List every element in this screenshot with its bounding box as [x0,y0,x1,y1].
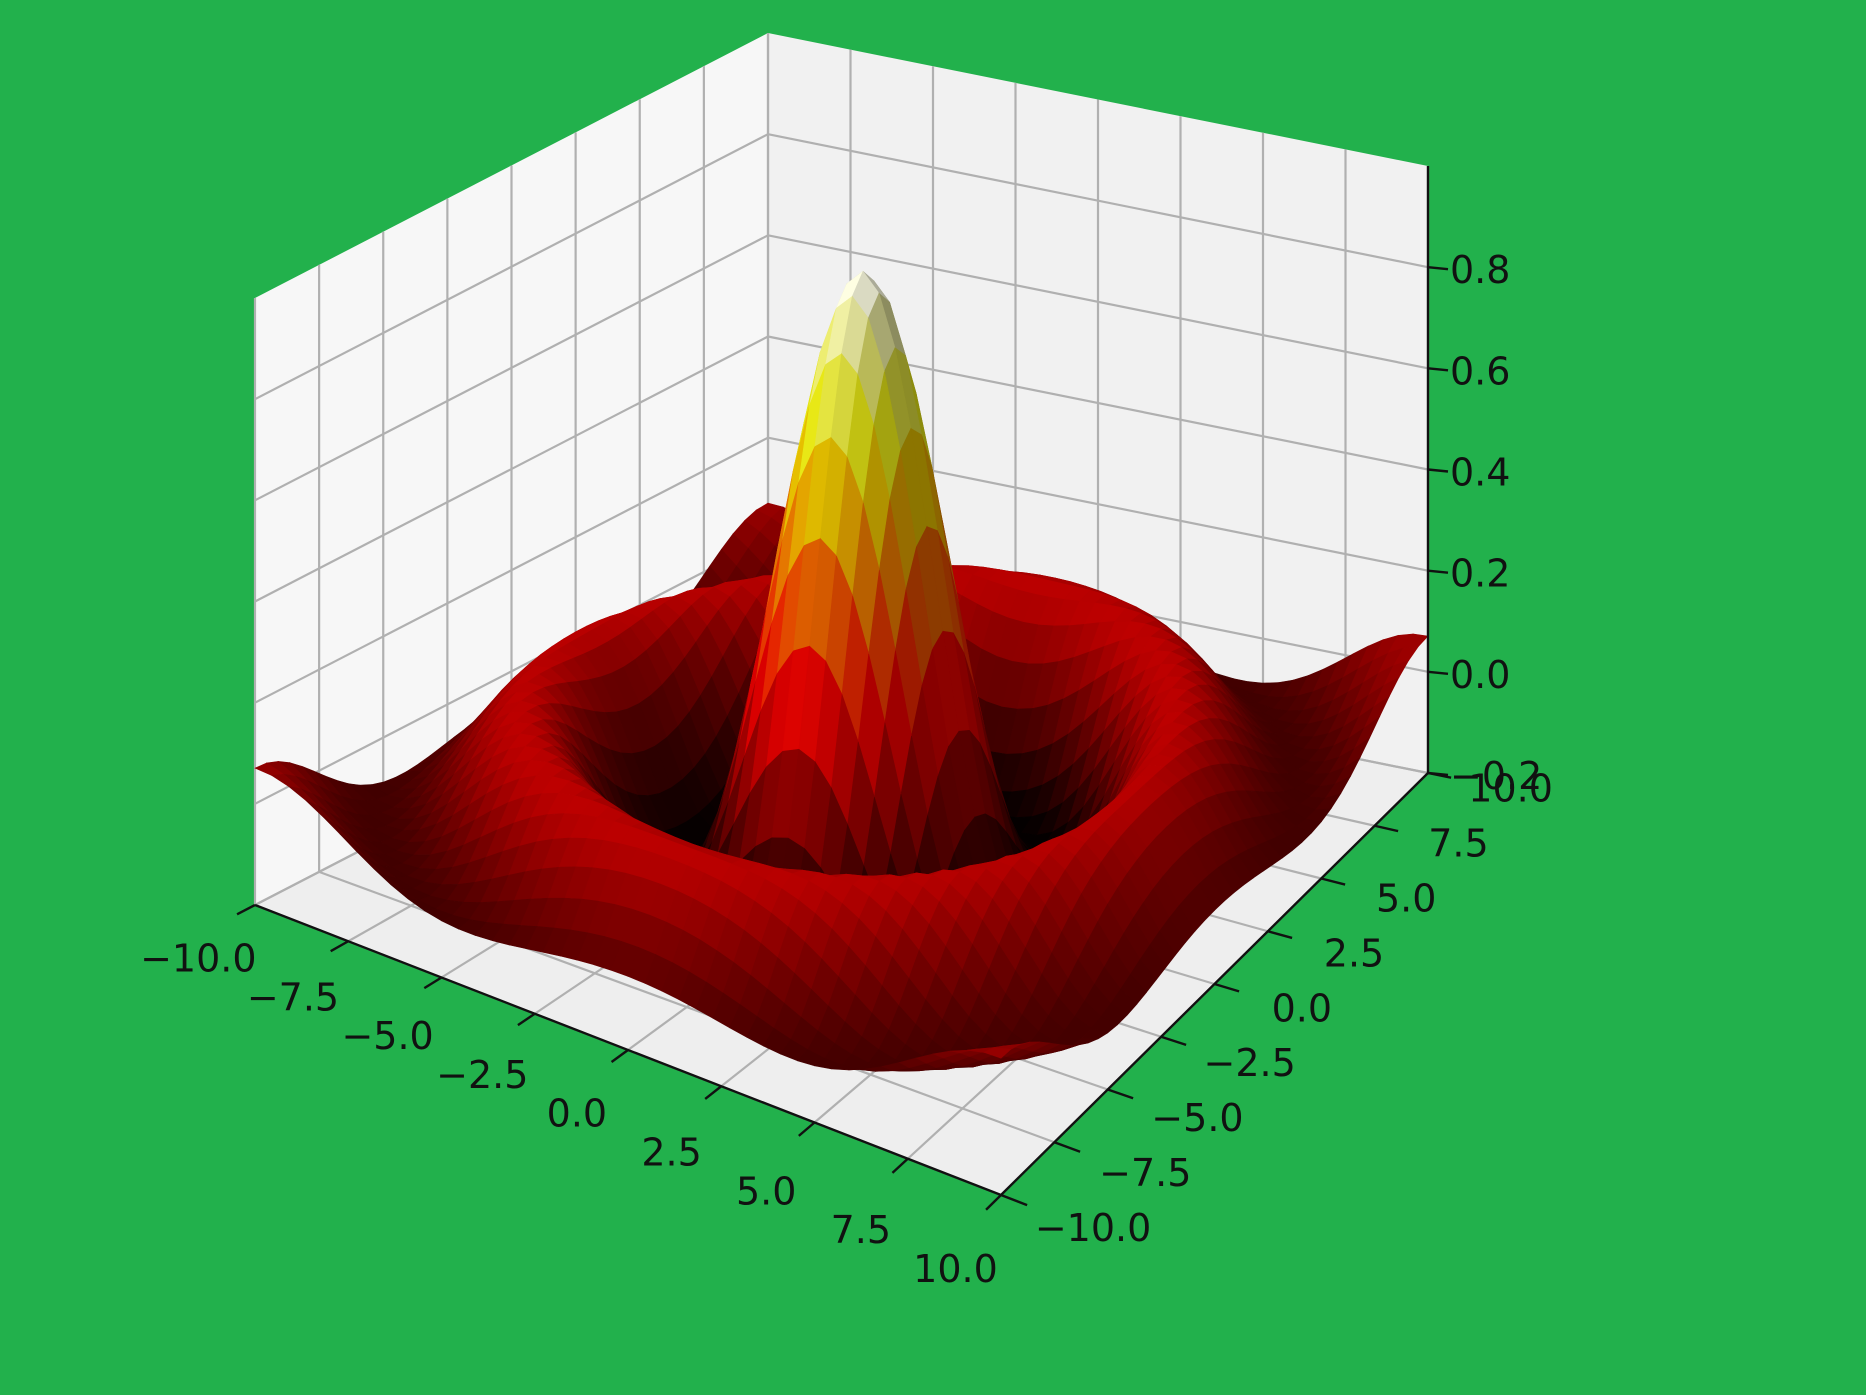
z-axis-tick [1427,265,1449,271]
y-tick-label: 0.0 [1272,986,1332,1030]
z-gridline-left [254,234,769,502]
y-axis-tick [1053,1141,1081,1153]
y-axis-tick [1000,1193,1028,1207]
x-axis-tick [985,1194,1002,1211]
y-tick-label: 10.0 [1468,767,1553,811]
x-axis-tick [798,1121,816,1137]
x-axis-tick [236,903,256,916]
z-gridline-back [767,234,1429,370]
axes-ticks: −10.0−7.5−5.0−2.50.02.55.07.510.0−10.0−7… [140,166,1553,1291]
surface-facet [983,1047,1012,1059]
x-axis-tick [330,940,349,953]
y-tick-label: −2.5 [1203,1041,1295,1085]
z-axis-tick [1427,771,1449,777]
z-tick-label: 0.8 [1450,248,1510,292]
surface-mesh [254,270,1429,1072]
y-axis-tick [1320,877,1346,886]
x-axis-tick [610,1049,629,1063]
z-axis-tick [1427,670,1449,676]
z-tick-label: 0.0 [1450,653,1510,697]
x-axis-tick [517,1012,536,1027]
z-gridline-back [767,133,1429,269]
z-tick-label: −0.2 [1450,754,1542,798]
y-tick-label: −10.0 [1035,1206,1151,1250]
z-tick-label: 0.6 [1450,349,1510,393]
y-tick-label: −5.0 [1151,1096,1243,1140]
x-tick-label: −7.5 [247,975,339,1019]
y-axis-tick [1214,982,1240,993]
x-tick-label: 7.5 [831,1208,891,1252]
z-tick-label: 0.2 [1450,552,1510,596]
y-axis-tick [1107,1088,1134,1100]
x-tick-label: −2.5 [436,1053,528,1097]
z-gridline-left [254,335,769,603]
z-gridline-left [254,436,769,704]
x-tick-label: 0.0 [547,1092,607,1136]
x-tick-label: 5.0 [736,1169,796,1213]
y-axis-tick [1374,824,1399,833]
y-axis-tick [1267,930,1293,940]
x-axis-tick [423,976,443,990]
y-tick-label: 7.5 [1428,822,1488,866]
x-axis-tick [891,1157,909,1174]
x-tick-label: −5.0 [341,1014,433,1058]
y-tick-label: −7.5 [1099,1151,1191,1195]
z-tick-label: 0.4 [1450,451,1510,495]
x-axis-tick [704,1085,722,1100]
y-axis-tick [1160,1035,1187,1046]
x-tick-label: 10.0 [913,1247,998,1291]
z-axis-tick [1427,367,1449,372]
z-gridline-left [254,133,769,401]
z-axis-tick [1427,569,1449,574]
x-tick-label: 2.5 [641,1130,701,1174]
y-tick-label: 2.5 [1324,931,1384,975]
y-tick-label: 5.0 [1376,876,1436,920]
x-tick-label: −10.0 [140,936,256,980]
z-axis-tick [1427,468,1449,473]
z-gridline-left [254,537,769,805]
